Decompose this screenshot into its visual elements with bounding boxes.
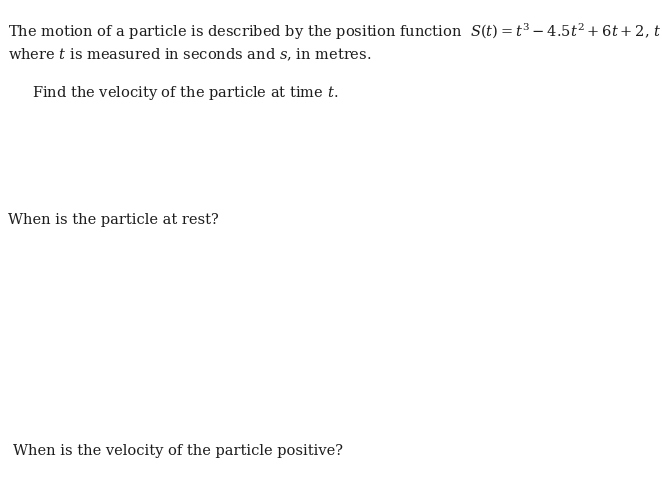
Text: When is the velocity of the particle positive?: When is the velocity of the particle pos… bbox=[13, 443, 343, 457]
Text: The motion of a particle is described by the position function  $S(t) = t^3 - 4.: The motion of a particle is described by… bbox=[8, 22, 662, 42]
Text: When is the particle at rest?: When is the particle at rest? bbox=[8, 212, 218, 226]
Text: where $t$ is measured in seconds and $s$, in metres.: where $t$ is measured in seconds and $s$… bbox=[8, 46, 371, 63]
Text: Find the velocity of the particle at time $t$.: Find the velocity of the particle at tim… bbox=[32, 84, 338, 102]
